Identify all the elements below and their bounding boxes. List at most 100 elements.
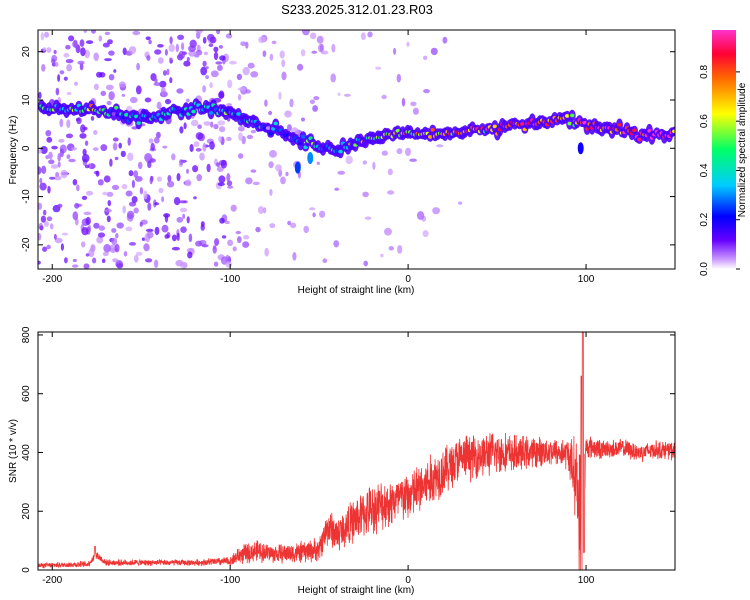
noise-speckle [217, 182, 225, 187]
colorbar-tick-label: 0.2 [699, 212, 710, 226]
noise-speckle [95, 170, 100, 177]
noise-speckle [45, 155, 49, 160]
noise-speckle [41, 165, 47, 174]
noise-speckle [175, 260, 184, 267]
noise-speckle [97, 232, 106, 238]
spectrogram-marks [38, 30, 675, 269]
noise-speckle [322, 258, 328, 264]
x-tick-label: 100 [578, 274, 595, 285]
x-tick-label: -100 [220, 274, 240, 285]
noise-speckle [381, 150, 388, 156]
noise-speckle [312, 212, 316, 218]
noise-speckle [330, 73, 337, 83]
noise-speckle [49, 176, 56, 180]
y-tick-label: 800 [21, 326, 32, 343]
noise-speckle [289, 98, 294, 108]
noise-speckle [79, 133, 87, 139]
noise-speckle [280, 176, 286, 185]
y-tick-label: 0 [21, 567, 32, 573]
noise-speckle [186, 57, 190, 62]
noise-speckle [97, 179, 104, 186]
ridge-cell [428, 135, 433, 139]
noise-speckle [363, 260, 369, 267]
noise-speckle [313, 96, 320, 101]
noise-speckle [186, 216, 190, 224]
noise-speckle [38, 91, 42, 99]
noise-speckle [242, 241, 250, 248]
colorbar-tick-label: 0.0 [699, 262, 710, 276]
noise-speckle [202, 36, 207, 44]
noise-speckle [284, 110, 292, 118]
colorbar-tick-label: 0.6 [699, 114, 710, 128]
noise-speckle [217, 120, 226, 126]
noise-speckle [93, 130, 98, 135]
noise-speckle [54, 61, 59, 67]
noise-speckle [39, 182, 47, 191]
noise-speckle [79, 62, 84, 71]
noise-speckle [199, 152, 205, 161]
noise-speckle [262, 50, 267, 57]
noise-speckle [179, 159, 184, 166]
noise-speckle [135, 251, 143, 256]
noise-speckle [331, 43, 336, 53]
ridge-cell [338, 149, 343, 154]
noise-speckle [111, 228, 117, 233]
noise-speckle [396, 73, 401, 83]
noise-speckle [423, 89, 430, 94]
ridge-cell [637, 137, 642, 142]
noise-speckle [218, 175, 226, 184]
noise-speckle [76, 184, 80, 192]
noise-speckle [345, 155, 353, 165]
noise-speckle [147, 202, 152, 211]
noise-speckle [68, 158, 76, 163]
noise-speckle [85, 216, 91, 226]
noise-speckle [148, 39, 152, 45]
noise-speckle [76, 117, 82, 125]
ridge-cell [208, 111, 214, 115]
noise-speckle [147, 160, 152, 169]
noise-speckle [154, 202, 159, 206]
noise-speckle [45, 130, 52, 137]
noise-speckle [143, 243, 150, 252]
noise-speckle [202, 142, 207, 152]
noise-speckle [131, 179, 135, 189]
noise-speckle [287, 220, 292, 226]
noise-speckle [90, 116, 95, 121]
noise-speckle [302, 30, 310, 36]
noise-speckle [196, 174, 202, 182]
noise-speckle [57, 203, 63, 208]
ridge-cell [565, 114, 570, 118]
noise-speckle [60, 243, 64, 251]
noise-speckle [83, 30, 87, 34]
noise-speckle [59, 70, 65, 75]
noise-speckle [74, 81, 78, 86]
noise-speckle [51, 145, 58, 150]
noise-speckle [46, 47, 52, 53]
noise-speckle [193, 196, 197, 200]
noise-speckle [135, 85, 142, 95]
colorbar-tick-label: 0.8 [699, 64, 710, 78]
noise-speckle [66, 63, 72, 72]
noise-speckle [209, 36, 217, 44]
noise-speckle [38, 149, 43, 154]
noise-speckle [80, 124, 86, 133]
noise-speckle [81, 153, 90, 163]
noise-speckle [334, 187, 340, 191]
noise-speckle [179, 126, 184, 134]
noise-speckle [129, 242, 136, 246]
noise-speckle [423, 55, 428, 60]
noise-speckle [319, 210, 326, 218]
noise-speckle [252, 181, 260, 186]
noise-speckle [112, 258, 119, 263]
ridge-cell [632, 128, 637, 132]
noise-speckle [218, 45, 223, 49]
noise-speckle [82, 148, 87, 156]
noise-speckle [303, 225, 310, 234]
noise-speckle [111, 184, 120, 190]
noise-speckle [88, 248, 95, 258]
noise-speckle [310, 32, 317, 40]
noise-speckle [60, 169, 68, 179]
noise-speckle [208, 43, 214, 48]
noise-speckle [216, 162, 220, 167]
noise-speckle [180, 226, 187, 233]
